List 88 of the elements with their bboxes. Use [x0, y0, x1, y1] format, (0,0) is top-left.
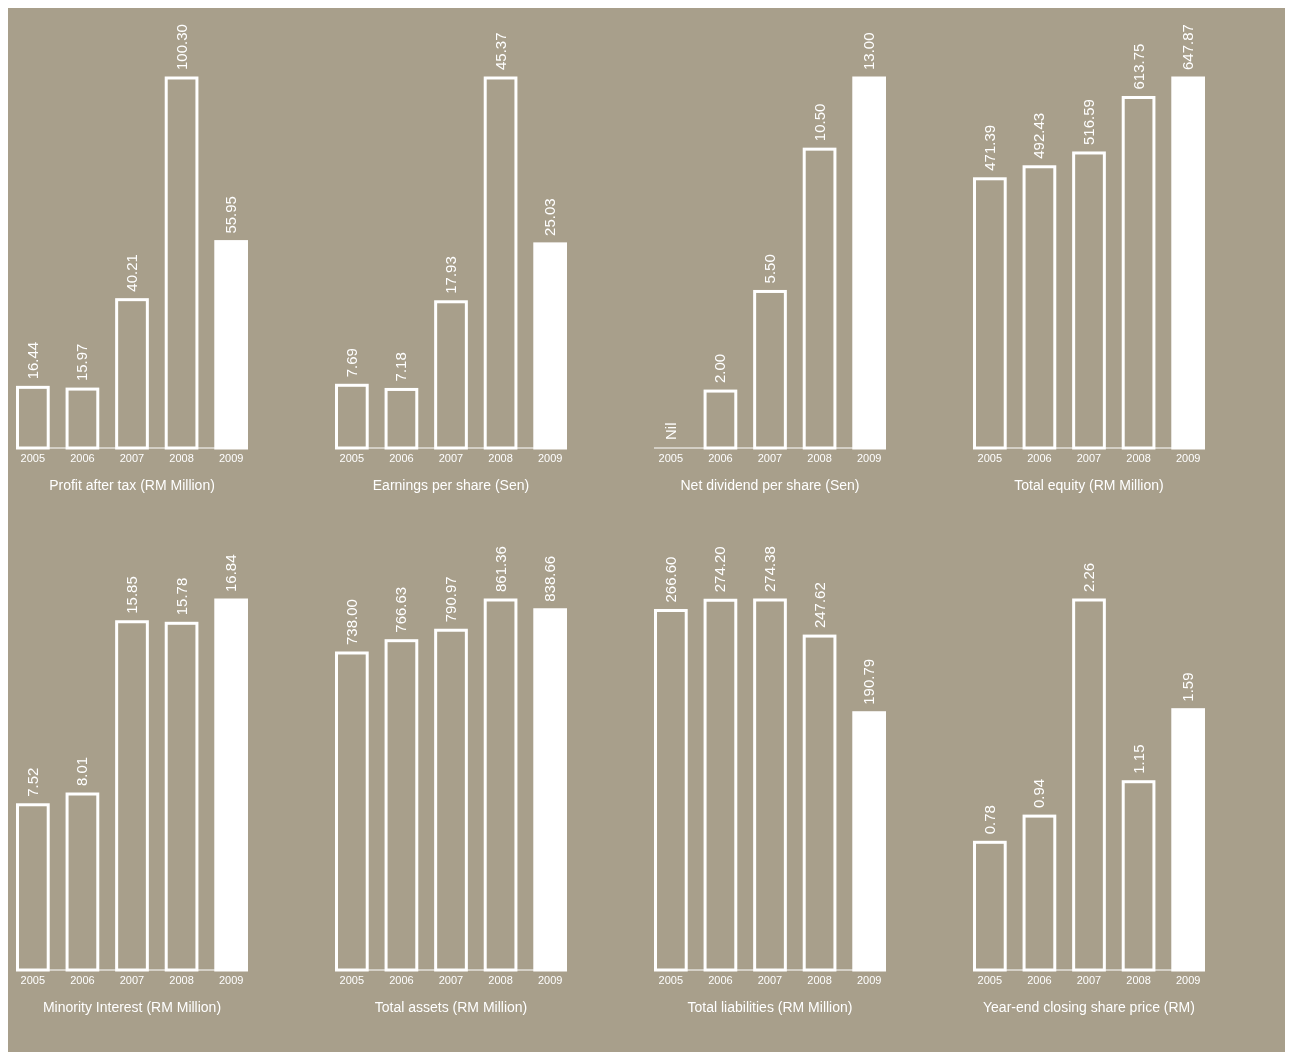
x-tick-label: 2007	[438, 974, 464, 986]
x-tick-label: 2008	[169, 452, 194, 464]
x-tick-label: 2006	[708, 974, 733, 986]
data-label: 861.36	[491, 546, 509, 592]
data-label: 838.66	[541, 555, 559, 602]
x-tick-label: 2007	[1076, 452, 1102, 464]
data-label: 5.50	[761, 254, 778, 284]
data-label: 40.21	[123, 254, 140, 292]
data-label: 7.52	[23, 767, 41, 797]
data-label: 766.63	[392, 586, 410, 633]
x-tick-label: 2009	[856, 452, 882, 464]
data-label: 25.03	[541, 198, 559, 236]
x-tick-label: 2008	[488, 452, 513, 464]
data-label: 13.00	[860, 32, 878, 70]
x-tick-label: 2006	[70, 974, 95, 986]
text: Total assets (RM Million)	[374, 999, 528, 1015]
data-label: 492.43	[1030, 112, 1048, 159]
data-label: 2.00	[711, 353, 729, 384]
x-tick-label: 2008	[488, 974, 513, 986]
x-tick-label: 2008	[1126, 452, 1151, 464]
x-tick-label: 2009	[218, 452, 244, 464]
data-label: 16.44	[23, 341, 41, 380]
x-tick-label: 2007	[757, 974, 783, 986]
data-label: 190.79	[860, 658, 878, 705]
x-tick-label: 2005	[977, 452, 1003, 464]
data-label: 516.59	[1080, 99, 1097, 145]
x-tick-label: 2007	[119, 974, 145, 986]
data-label: 247.62	[810, 582, 828, 629]
x-tick-label: 2005	[658, 974, 684, 986]
data-label: Nil	[661, 422, 679, 440]
data-label: 738.00	[342, 599, 360, 645]
data-label: 7.18	[392, 352, 410, 382]
x-tick-label: 2006	[1027, 452, 1052, 464]
x-tick-label: 2009	[218, 974, 244, 986]
x-tick-label: 2008	[1126, 974, 1151, 986]
data-label: 0.94	[1030, 778, 1048, 809]
x-tick-label: 2005	[339, 974, 365, 986]
data-label: 45.37	[491, 32, 509, 70]
x-tick-label: 2009	[537, 974, 563, 986]
data-label: 0.78	[980, 805, 998, 835]
x-tick-label: 2005	[658, 452, 684, 464]
x-tick-label: 2006	[389, 452, 414, 464]
x-tick-label: 2009	[537, 452, 563, 464]
text: Earnings per share (Sen)	[372, 477, 530, 493]
data-label: 1.59	[1179, 672, 1197, 702]
data-label: 15.78	[172, 577, 190, 616]
x-tick-label: 2005	[977, 974, 1003, 986]
x-tick-label: 2008	[169, 974, 194, 986]
text: Total equity (RM Million)	[1014, 477, 1164, 493]
x-tick-label: 2009	[1175, 452, 1201, 464]
x-tick-label: 2009	[856, 974, 882, 986]
data-label: 55.95	[222, 196, 240, 234]
data-label: 16.84	[222, 554, 240, 592]
x-tick-label: 2005	[20, 974, 46, 986]
x-tick-label: 2007	[119, 452, 145, 464]
x-tick-label: 2007	[1076, 974, 1102, 986]
text: Minority Interest (RM Million)	[42, 999, 222, 1015]
data-label: 2.26	[1080, 562, 1097, 592]
data-label: 274.38	[761, 546, 778, 592]
data-label: 10.50	[810, 103, 828, 142]
data-label: 471.39	[980, 124, 998, 171]
data-label: 17.93	[442, 256, 459, 294]
data-label: 647.87	[1179, 24, 1197, 70]
x-tick-label: 2005	[20, 452, 46, 464]
x-tick-label: 2006	[1027, 974, 1052, 986]
text: Total liabilities (RM Million)	[687, 999, 853, 1015]
x-tick-label: 2005	[339, 452, 365, 464]
x-tick-label: 2008	[807, 974, 832, 986]
data-label: 274.20	[711, 546, 729, 593]
x-tick-label: 2006	[389, 974, 414, 986]
data-label: 100.30	[172, 24, 190, 70]
data-label: 790.97	[442, 576, 459, 623]
data-label: 7.69	[342, 348, 360, 378]
x-tick-label: 2009	[1175, 974, 1201, 986]
data-label: 8.01	[73, 756, 91, 787]
x-tick-label: 2007	[757, 452, 783, 464]
text: Profit after tax (RM Million)	[49, 477, 215, 493]
data-label: 266.60	[661, 556, 679, 603]
x-tick-label: 2006	[708, 452, 733, 464]
text: Net dividend per share (Sen)	[680, 477, 860, 493]
data-label: 1.15	[1129, 744, 1147, 774]
data-label: 15.85	[123, 576, 140, 614]
data-label: 15.97	[73, 343, 91, 382]
x-tick-label: 2006	[70, 452, 95, 464]
data-label: 613.75	[1129, 43, 1147, 90]
x-tick-label: 2007	[438, 452, 464, 464]
x-tick-label: 2008	[807, 452, 832, 464]
text: Year-end closing share price (RM)	[983, 999, 1195, 1015]
